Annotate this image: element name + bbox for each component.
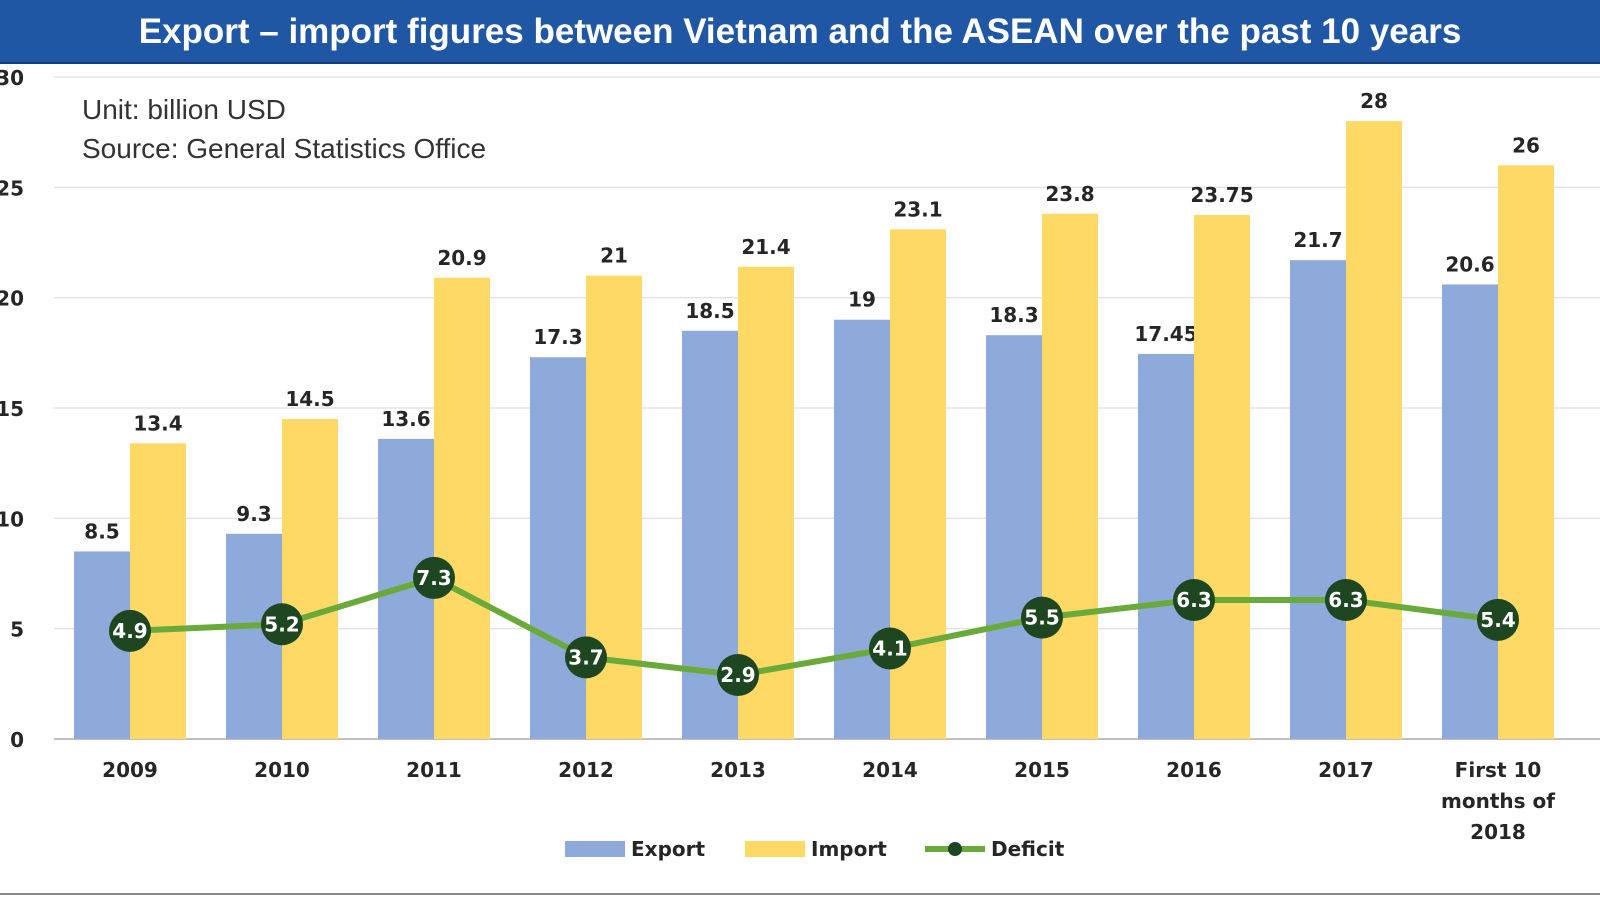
import-bar (1194, 214, 1250, 739)
deficit-marker (869, 627, 911, 670)
bottom-rule (0, 893, 1600, 895)
deficit-line (129, 574, 1499, 679)
import-data-label: 21.4 (741, 235, 790, 259)
y-tick-label: 5 (10, 618, 24, 642)
deficit-data-label: 2.9 (720, 663, 755, 687)
deficit-marker (1173, 578, 1215, 621)
x-tick-label: 2013 (710, 758, 766, 782)
x-tick-label: 2012 (558, 758, 614, 782)
import-data-label: 14.5 (285, 387, 334, 411)
deficit-marker (413, 556, 455, 599)
export-data-label: 9.3 (236, 502, 271, 526)
x-tick-label: First 10 months of 2018 (1441, 758, 1555, 844)
import-data-label: 23.75 (1190, 183, 1253, 207)
deficit-data-label: 7.3 (416, 566, 451, 590)
legend: Export Import Deficit (565, 837, 1065, 861)
legend-export-label: Export (631, 837, 705, 861)
export-data-label: 19 (848, 288, 876, 312)
import-bar (1042, 213, 1098, 739)
unit-note: Unit: billion USD (82, 94, 286, 125)
deficit-marker (717, 654, 759, 697)
export-data-label: 17.45 (1134, 322, 1197, 346)
deficit-marker (1477, 598, 1519, 641)
deficit-marker (1325, 578, 1367, 621)
export-data-label: 18.3 (989, 303, 1038, 327)
legend-import-label: Import (811, 837, 887, 861)
deficit-data-label: 5.2 (264, 612, 299, 636)
export-data-label: 18.5 (685, 299, 734, 323)
import-data-label: 23.8 (1045, 182, 1094, 206)
x-tick-label: 2016 (1166, 758, 1222, 782)
export-bar (986, 335, 1042, 739)
source-note: Source: General Statistics Office (82, 133, 487, 164)
import-bar (434, 277, 490, 739)
deficit-marker (1021, 596, 1063, 639)
export-data-label: 20.6 (1445, 252, 1494, 276)
y-tick-label: 15 (0, 397, 24, 421)
x-tick-label: 2011 (406, 758, 462, 782)
x-tick-label: 2014 (862, 758, 918, 782)
export-bar (1290, 260, 1346, 739)
import-bar (1346, 121, 1402, 740)
export-bar (1442, 284, 1498, 739)
title-bar: Export – import figures between Vietnam … (0, 0, 1600, 64)
y-tick-label: 0 (10, 728, 24, 752)
export-data-label: 21.7 (1293, 228, 1342, 252)
y-tick-label: 25 (0, 176, 24, 200)
deficit-data-label: 4.9 (112, 619, 147, 643)
deficit-data-label: 4.1 (872, 637, 907, 661)
deficit-marker (109, 609, 151, 652)
x-tick-label: 2015 (1014, 758, 1070, 782)
import-data-label: 26 (1512, 133, 1540, 157)
deficit-data-label: 6.3 (1328, 588, 1363, 612)
legend-import-swatch (745, 841, 805, 857)
import-data-label: 13.4 (133, 411, 182, 435)
x-tick-label: 2017 (1318, 758, 1374, 782)
chart-title: Export – import figures between Vietnam … (138, 12, 1462, 51)
y-axis-ticks: 0 5 10 15 20 25 30 (0, 66, 24, 752)
x-axis-ticks: 2009 2010 2011 2012 2013 2014 2015 2016 2017 Firs… (102, 758, 1555, 844)
export-bar (834, 319, 890, 739)
x-tick-label: 2010 (254, 758, 310, 782)
deficit-marker (565, 636, 607, 679)
bars: 8.5 9.3 13.6 17.3 18.5 19 18.3 17.45 21.7 20.6 13.… (74, 89, 1554, 740)
export-data-label: 13.6 (381, 407, 430, 431)
export-data-label: 17.3 (533, 325, 582, 349)
export-data-label: 8.5 (84, 519, 119, 543)
import-bar (130, 443, 186, 739)
deficit-data-label: 3.7 (568, 645, 603, 669)
export-bar (530, 357, 586, 739)
import-bar (282, 419, 338, 739)
y-tick-label: 30 (0, 66, 24, 90)
y-tick-label: 10 (0, 507, 24, 531)
legend-deficit-label: Deficit (991, 837, 1065, 861)
import-data-label: 20.9 (437, 246, 486, 270)
deficit-data-label: 6.3 (1176, 588, 1211, 612)
deficit-line-layer: 4.9 5.2 7.3 3.7 2.9 4.1 5.5 6.3 6.3 5.4 (109, 556, 1519, 697)
legend-deficit-marker (948, 842, 962, 856)
import-bar (1498, 165, 1554, 739)
deficit-data-label: 5.5 (1024, 606, 1059, 630)
deficit-data-label: 5.4 (1480, 608, 1515, 632)
import-data-label: 23.1 (893, 197, 942, 221)
x-tick-label: 2009 (102, 758, 158, 782)
import-data-label: 28 (1360, 89, 1388, 113)
y-tick-label: 20 (0, 287, 24, 311)
export-bar (1138, 353, 1194, 739)
import-data-label: 21 (600, 244, 628, 268)
deficit-marker (261, 603, 303, 646)
legend-export-swatch (565, 841, 625, 857)
